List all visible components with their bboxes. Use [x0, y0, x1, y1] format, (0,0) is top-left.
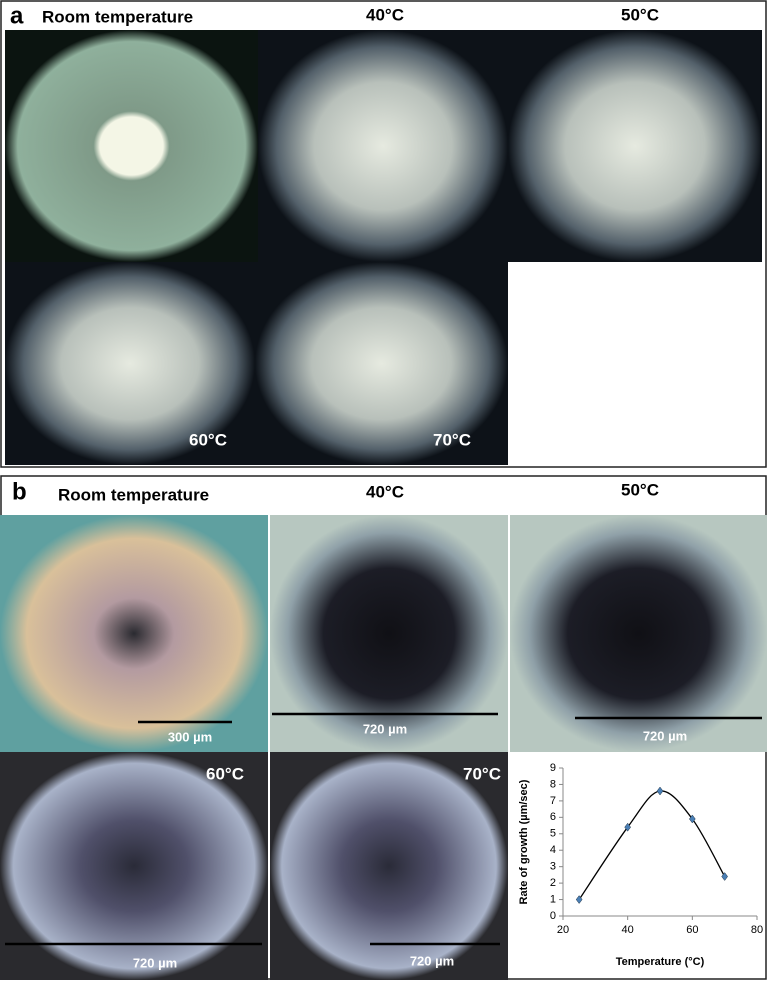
y-tick-label: 9 [550, 762, 556, 774]
photo [508, 30, 762, 262]
marker [624, 822, 631, 832]
photo [0, 752, 268, 980]
x-axis-label: Temperature (°C) [616, 956, 705, 968]
marker [656, 786, 664, 796]
photo [255, 262, 508, 465]
caption: 70°C [463, 764, 501, 783]
y-tick-label: 4 [550, 844, 556, 856]
scale-label: 720 µm [643, 728, 687, 743]
caption: 50°C [621, 5, 659, 24]
panel-label: a [10, 2, 24, 29]
caption: 70°C [433, 430, 471, 449]
y-tick-label: 0 [550, 910, 556, 922]
y-axis-label: Rate of growth (µm/sec) [518, 779, 530, 904]
caption: 50°C [621, 480, 659, 499]
marker [689, 814, 696, 824]
scale-label: 720 µm [363, 721, 407, 736]
photo [270, 752, 508, 980]
caption: 60°C [189, 430, 227, 449]
x-tick-label: 60 [686, 924, 698, 936]
caption: 40°C [366, 482, 404, 501]
panel-label: b [12, 478, 27, 505]
scale-label: 720 µm [410, 953, 454, 968]
caption: 40°C [366, 5, 404, 24]
y-tick-label: 3 [550, 861, 556, 873]
panel-b: b Room temperature 40°C 50°C 60°C 70°C 3… [0, 475, 767, 980]
caption: Room temperature [58, 485, 209, 504]
caption: 60°C [206, 764, 244, 783]
x-tick-label: 20 [557, 924, 569, 936]
y-tick-label: 6 [550, 811, 556, 823]
caption: Room temperature [42, 7, 193, 26]
chart: Rate of growth (µm/sec) Temperature (°C)… [518, 762, 763, 968]
scale-arrows [5, 712, 762, 946]
photo [270, 515, 508, 752]
scale-label: 300 µm [168, 729, 212, 744]
y-tick-label: 1 [550, 893, 556, 905]
y-tick-label: 2 [550, 877, 556, 889]
photo [5, 30, 258, 262]
y-tick-label: 5 [550, 828, 556, 840]
photo [0, 515, 268, 752]
x-tick-label: 80 [751, 924, 763, 936]
panel-a: a Room temperature 40°C 50°C 60°C 70°C [0, 0, 767, 468]
marker [575, 895, 583, 904]
photo [258, 30, 508, 262]
y-tick-label: 7 [550, 795, 556, 807]
scale-label: 720 µm [133, 955, 177, 970]
series-line [578, 790, 726, 900]
panel-border [0, 0, 767, 468]
y-tick-label: 8 [550, 778, 556, 790]
x-tick-label: 40 [622, 924, 634, 936]
photo [510, 515, 767, 752]
marker [721, 872, 728, 881]
photo [5, 262, 255, 465]
